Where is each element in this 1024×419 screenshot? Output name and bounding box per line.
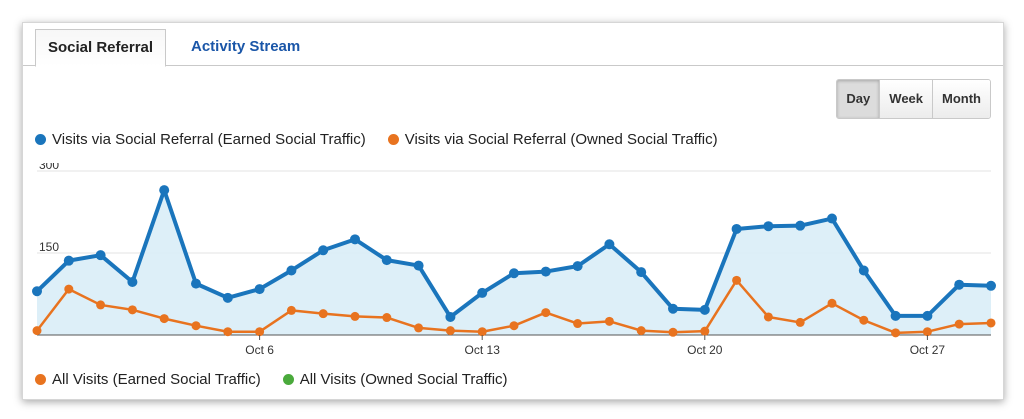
data-point xyxy=(159,185,170,196)
x-tick-label: Oct 27 xyxy=(910,343,946,357)
data-point xyxy=(573,319,583,329)
data-point xyxy=(859,315,869,325)
data-point xyxy=(318,245,329,256)
green-dot-icon xyxy=(282,374,294,385)
legend-top: Visits via Social Referral (Earned Socia… xyxy=(35,131,740,148)
data-point xyxy=(445,311,456,322)
data-point xyxy=(795,220,806,231)
data-point xyxy=(286,265,297,276)
data-point xyxy=(127,305,137,315)
data-point xyxy=(668,327,678,337)
data-point xyxy=(636,326,646,336)
data-point xyxy=(858,265,869,276)
data-point xyxy=(350,234,360,245)
data-point xyxy=(890,310,901,321)
legend-label: Visits via Social Referral (Owned Social… xyxy=(404,131,718,148)
data-point xyxy=(63,255,74,266)
data-point xyxy=(668,303,678,314)
data-point xyxy=(477,327,487,337)
data-point xyxy=(699,304,710,315)
data-point xyxy=(382,313,392,323)
tab-social-referral[interactable]: Social Referral xyxy=(35,29,167,67)
data-point xyxy=(572,261,583,272)
legend-item-owned-referral[interactable]: Visits via Social Referral (Owned Social… xyxy=(387,131,718,148)
data-point xyxy=(509,268,519,279)
data-point xyxy=(731,223,742,234)
data-point xyxy=(700,326,710,336)
data-point xyxy=(191,321,201,331)
date-range-toggle: Day Week Month xyxy=(836,79,991,119)
x-tick-label: Oct 20 xyxy=(687,343,723,357)
data-point xyxy=(732,275,742,285)
data-point xyxy=(32,286,42,297)
data-point xyxy=(509,321,519,331)
data-point xyxy=(477,287,488,298)
legend-item-all-earned[interactable]: All Visits (Earned Social Traffic) xyxy=(35,371,261,388)
data-point xyxy=(541,308,551,318)
data-point xyxy=(254,284,265,295)
data-point xyxy=(414,323,424,333)
data-point xyxy=(986,318,996,328)
social-panel: Social Referral Activity Stream Day Week… xyxy=(22,22,1004,400)
data-point xyxy=(222,292,233,303)
data-point xyxy=(413,260,424,271)
orange-dot-icon xyxy=(35,374,46,385)
legend-bottom: All Visits (Earned Social Traffic) All V… xyxy=(35,371,530,388)
x-tick-label: Oct 13 xyxy=(465,343,501,357)
data-point xyxy=(922,310,933,321)
week-button[interactable]: Week xyxy=(879,80,933,118)
legend-item-all-owned[interactable]: All Visits (Owned Social Traffic) xyxy=(282,371,508,388)
data-point xyxy=(159,314,169,324)
x-tick-label: Oct 6 xyxy=(245,343,274,357)
data-point xyxy=(763,312,773,322)
data-point xyxy=(763,221,774,232)
tab-bar: Social Referral Activity Stream xyxy=(23,23,1003,67)
data-point xyxy=(954,279,965,290)
data-point xyxy=(891,328,901,338)
legend-label: All Visits (Owned Social Traffic) xyxy=(299,371,508,388)
legend-label: All Visits (Earned Social Traffic) xyxy=(52,371,261,388)
data-point xyxy=(318,309,328,319)
data-point xyxy=(96,300,106,310)
data-point xyxy=(32,326,42,336)
data-point xyxy=(64,284,74,294)
line-chart: 300 150 Oct 6 Oct 13 Oct 20 Oct 27 xyxy=(32,163,996,357)
y-tick-label: 150 xyxy=(39,240,59,254)
data-point xyxy=(191,278,201,289)
data-point xyxy=(350,311,360,321)
series-area xyxy=(37,190,991,335)
data-point xyxy=(922,327,932,337)
data-point xyxy=(636,267,647,278)
legend-label: Visits via Social Referral (Earned Socia… xyxy=(52,131,366,148)
data-point xyxy=(255,327,265,337)
day-button[interactable]: Day xyxy=(837,80,880,118)
data-point xyxy=(827,213,837,224)
y-tick-label: 300 xyxy=(39,163,59,172)
data-point xyxy=(795,317,805,327)
data-point xyxy=(604,239,615,250)
data-point xyxy=(954,319,964,329)
data-point xyxy=(127,276,138,287)
blue-dot-icon xyxy=(35,134,46,145)
data-point xyxy=(827,298,837,308)
data-point xyxy=(604,316,614,326)
legend-item-earned-referral[interactable]: Visits via Social Referral (Earned Socia… xyxy=(35,131,366,148)
tab-activity-stream[interactable]: Activity Stream xyxy=(191,38,301,55)
month-button[interactable]: Month xyxy=(932,80,990,118)
data-point xyxy=(286,305,296,315)
data-point xyxy=(445,326,455,336)
data-point xyxy=(381,255,392,266)
data-point xyxy=(986,280,996,291)
data-point xyxy=(223,327,233,337)
data-point xyxy=(540,266,551,277)
orange-dot-icon xyxy=(387,134,399,145)
data-point xyxy=(95,250,106,261)
